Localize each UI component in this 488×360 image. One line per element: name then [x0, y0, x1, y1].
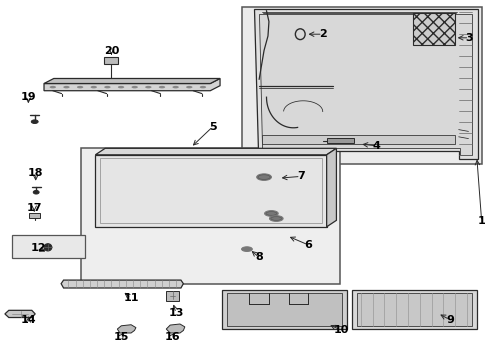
- Bar: [29, 213, 40, 218]
- Polygon shape: [412, 13, 454, 45]
- Ellipse shape: [159, 86, 165, 88]
- Bar: [104, 57, 118, 64]
- Bar: [12, 235, 85, 258]
- Text: 2: 2: [318, 29, 326, 39]
- Text: 10: 10: [333, 325, 348, 335]
- Bar: [326, 138, 353, 143]
- Polygon shape: [222, 290, 346, 329]
- Ellipse shape: [199, 86, 206, 88]
- Bar: [166, 291, 179, 301]
- Ellipse shape: [44, 244, 52, 251]
- Polygon shape: [95, 155, 326, 227]
- Ellipse shape: [241, 247, 252, 251]
- Text: 19: 19: [20, 92, 36, 102]
- Polygon shape: [61, 280, 183, 288]
- Polygon shape: [117, 325, 136, 333]
- Text: 3: 3: [465, 33, 472, 43]
- Ellipse shape: [145, 86, 151, 88]
- Ellipse shape: [31, 120, 38, 123]
- Polygon shape: [44, 78, 220, 84]
- Text: 4: 4: [372, 141, 380, 151]
- Polygon shape: [356, 293, 471, 326]
- Text: 18: 18: [28, 168, 43, 178]
- Ellipse shape: [33, 190, 39, 194]
- Ellipse shape: [264, 211, 278, 216]
- Polygon shape: [95, 148, 336, 155]
- Ellipse shape: [256, 174, 271, 180]
- Polygon shape: [227, 293, 342, 326]
- Text: 12: 12: [30, 243, 46, 253]
- Text: 20: 20: [103, 46, 119, 56]
- Polygon shape: [261, 135, 454, 144]
- Text: 14: 14: [20, 315, 36, 325]
- Text: 16: 16: [164, 332, 180, 342]
- Text: 15: 15: [113, 332, 129, 342]
- Polygon shape: [351, 290, 476, 329]
- Bar: [81, 148, 339, 284]
- Polygon shape: [166, 324, 184, 333]
- Ellipse shape: [104, 86, 110, 88]
- Text: 9: 9: [445, 315, 453, 325]
- Ellipse shape: [118, 86, 124, 88]
- Ellipse shape: [50, 86, 56, 88]
- Ellipse shape: [269, 216, 283, 221]
- Ellipse shape: [77, 86, 83, 88]
- Polygon shape: [259, 14, 471, 155]
- Text: 7: 7: [296, 171, 304, 181]
- Polygon shape: [326, 148, 336, 227]
- Text: 1: 1: [477, 216, 485, 226]
- Text: 11: 11: [123, 293, 139, 303]
- Polygon shape: [254, 9, 477, 159]
- Text: 5: 5: [208, 122, 216, 132]
- Bar: [242, 7, 481, 164]
- Ellipse shape: [63, 86, 69, 88]
- Ellipse shape: [90, 86, 97, 88]
- Text: 6: 6: [304, 240, 311, 250]
- Polygon shape: [44, 78, 220, 91]
- Polygon shape: [5, 310, 35, 318]
- Ellipse shape: [186, 86, 192, 88]
- Text: 8: 8: [255, 252, 263, 262]
- Text: 17: 17: [26, 203, 42, 213]
- Ellipse shape: [172, 86, 179, 88]
- Ellipse shape: [131, 86, 138, 88]
- Text: 13: 13: [168, 308, 183, 318]
